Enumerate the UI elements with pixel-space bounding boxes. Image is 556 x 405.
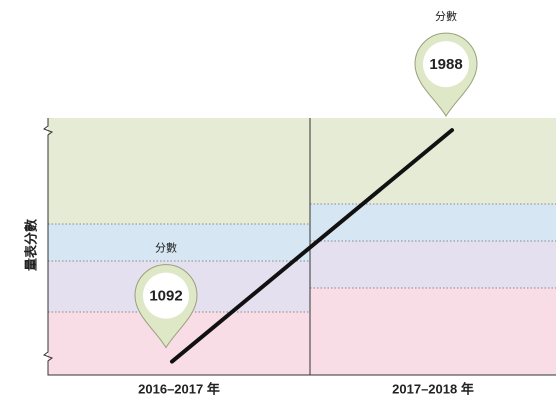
value-label: 1988 — [429, 56, 462, 73]
score-bands — [48, 118, 556, 375]
axis — [42, 118, 556, 376]
series-label: 分數 — [155, 241, 177, 254]
band — [310, 118, 556, 204]
band — [48, 224, 310, 261]
y-axis-label: 量表分數 — [23, 219, 38, 271]
band — [310, 288, 556, 375]
score-line — [170, 128, 454, 364]
x-tick-label: 2016–2017 年 — [138, 381, 220, 396]
band — [310, 204, 556, 241]
value-label: 1092 — [149, 288, 182, 305]
band — [48, 118, 310, 224]
series-label: 分數 — [435, 10, 457, 23]
pin-inner — [143, 272, 189, 319]
band — [310, 241, 556, 288]
pin-inner — [423, 41, 469, 88]
x-tick-label: 2017–2018 年 — [392, 381, 474, 396]
